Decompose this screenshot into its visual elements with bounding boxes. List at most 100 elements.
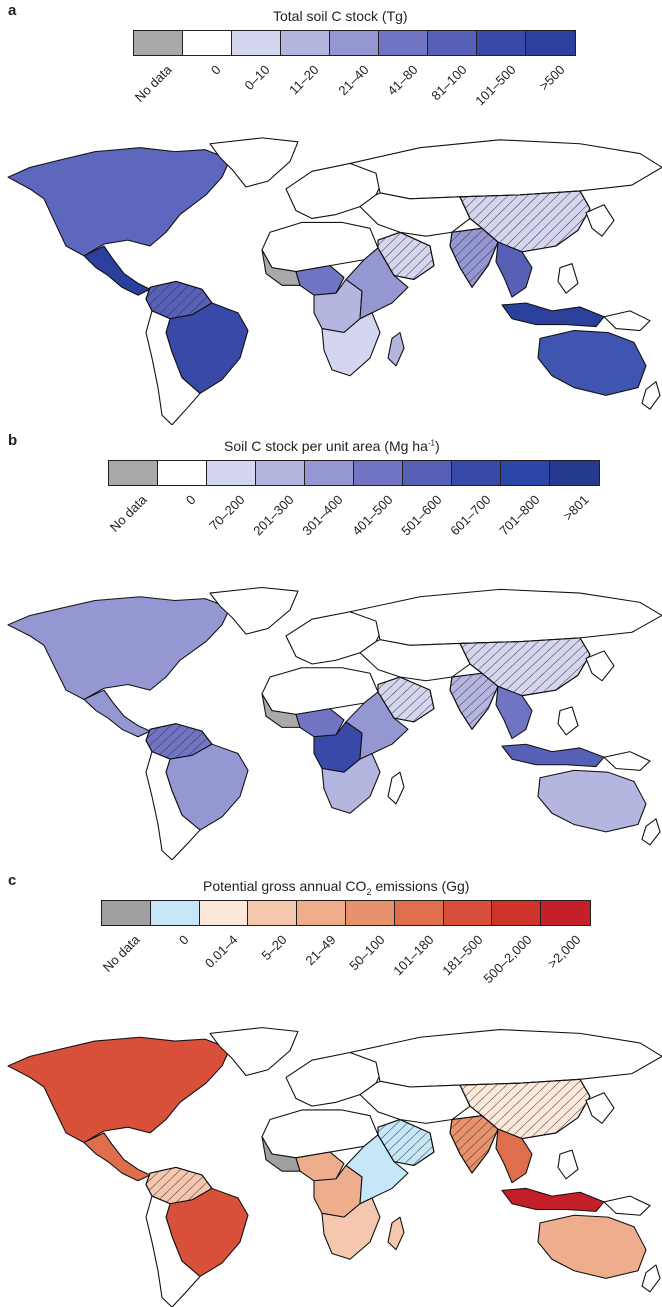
world-map bbox=[7, 586, 662, 860]
legend-swatch bbox=[183, 31, 232, 55]
legend-label: 601–700 bbox=[447, 492, 494, 539]
legend-bar bbox=[108, 460, 600, 486]
legend-swatch bbox=[248, 901, 298, 925]
hatch-china bbox=[459, 637, 591, 697]
region-greenland bbox=[209, 137, 299, 188]
legend-label: No data bbox=[131, 62, 175, 105]
region-nigeria-region bbox=[295, 708, 345, 738]
panel-letter: a bbox=[8, 2, 17, 19]
legend-swatch bbox=[150, 901, 200, 925]
region-new-guinea bbox=[603, 751, 651, 771]
region-central-america bbox=[83, 1132, 151, 1182]
region-madagascar bbox=[387, 771, 405, 805]
legend-swatch bbox=[477, 31, 526, 55]
region-indonesia bbox=[501, 743, 605, 768]
region-nigeria-region bbox=[295, 1151, 345, 1182]
map-title: Soil C stock per unit area (Mg ha-1) bbox=[224, 438, 440, 454]
panel-letter: c bbox=[8, 872, 17, 889]
region-new-zealand bbox=[641, 818, 661, 846]
hatch-china bbox=[459, 190, 591, 253]
legend-label: 0.01–4 bbox=[201, 932, 241, 971]
legend-swatch bbox=[207, 461, 256, 485]
legend-swatch bbox=[199, 901, 249, 925]
panel-letter: b bbox=[8, 432, 18, 449]
legend-swatch bbox=[379, 31, 428, 55]
region-north-america bbox=[7, 147, 231, 257]
legend-swatch bbox=[345, 901, 395, 925]
legend-label: 11–20 bbox=[286, 62, 322, 98]
legend-swatch bbox=[443, 901, 493, 925]
region-new-guinea bbox=[603, 310, 651, 332]
legend-label: 181–500 bbox=[438, 932, 486, 979]
legend-swatch bbox=[281, 31, 330, 55]
legend-swatch bbox=[550, 461, 599, 485]
region-central-america bbox=[83, 689, 151, 738]
hatch-arabia bbox=[377, 231, 435, 280]
legend-swatch bbox=[526, 31, 575, 55]
legend-labels: No data 0 0.01–4 5–20 21–49 50–100 101–180 181–… bbox=[99, 932, 591, 992]
world-map bbox=[7, 1027, 662, 1307]
hatch-arabia bbox=[377, 1119, 435, 1166]
panel-c: c Potential gross annual CO2 emissions (… bbox=[0, 870, 662, 1307]
region-philippines bbox=[557, 1149, 579, 1180]
hatch-china bbox=[459, 1078, 591, 1140]
legend-label: No data bbox=[99, 932, 143, 975]
legend-label: 21–40 bbox=[334, 62, 372, 99]
legend-label: 301–400 bbox=[299, 492, 346, 539]
legend-swatch bbox=[232, 31, 281, 55]
region-middle-asia bbox=[359, 192, 471, 237]
region-southeast-asia bbox=[495, 685, 533, 740]
map-title: Potential gross annual CO2 emissions (Gg… bbox=[203, 878, 470, 897]
region-australia bbox=[537, 329, 647, 396]
region-central-america bbox=[83, 245, 151, 296]
legend-labels: No data 0 0–10 11–20 21–40 41–80 81–100 101–500… bbox=[131, 62, 576, 122]
legend-label: 0 bbox=[182, 492, 199, 508]
region-new-guinea bbox=[603, 1195, 651, 1216]
region-southern-africa bbox=[321, 312, 381, 377]
region-philippines bbox=[557, 263, 579, 294]
region-southeast-asia bbox=[495, 1128, 533, 1184]
legend-bar bbox=[101, 900, 591, 926]
legend-swatch bbox=[305, 461, 354, 485]
region-australia bbox=[537, 1214, 647, 1279]
region-japan-korea bbox=[585, 650, 615, 682]
region-southern-south-america bbox=[145, 310, 201, 425]
legend-label: 501–600 bbox=[397, 492, 445, 539]
legend-label: 41–80 bbox=[384, 62, 421, 99]
region-japan-korea bbox=[585, 204, 615, 237]
region-southern-south-america bbox=[145, 1195, 201, 1307]
legend-label: 500–2,000 bbox=[480, 932, 535, 987]
region-nigeria-region bbox=[295, 265, 345, 296]
legend-label: 101–500 bbox=[472, 62, 519, 109]
region-russia bbox=[349, 139, 662, 200]
legend-swatch bbox=[102, 901, 151, 925]
region-japan-korea bbox=[585, 1092, 615, 1124]
world-map bbox=[7, 137, 662, 425]
region-russia bbox=[349, 1029, 662, 1088]
region-southern-south-america bbox=[145, 751, 201, 860]
region-north-america bbox=[7, 1036, 231, 1144]
region-southeast-asia bbox=[495, 241, 533, 298]
legend-label: 70–200 bbox=[206, 492, 248, 534]
hatch-india bbox=[449, 227, 499, 288]
region-greenland bbox=[209, 1027, 299, 1077]
region-north-america bbox=[7, 596, 231, 700]
legend-swatch bbox=[330, 31, 379, 55]
legend-swatch bbox=[256, 461, 305, 485]
panel-a: a Total soil C stock (Tg) No data 0 0–10 11… bbox=[0, 0, 662, 425]
region-southern-africa bbox=[321, 1197, 381, 1260]
region-greenland bbox=[209, 586, 299, 635]
legend-label: 0–10 bbox=[241, 62, 273, 94]
hatch-india bbox=[449, 1115, 499, 1174]
legend-label: 701–800 bbox=[496, 492, 543, 539]
legend-swatch bbox=[452, 461, 501, 485]
region-russia bbox=[349, 588, 662, 646]
legend-swatch bbox=[501, 461, 550, 485]
legend-label: 201–300 bbox=[250, 492, 297, 539]
legend-swatch bbox=[394, 901, 444, 925]
legend-label: >801 bbox=[560, 492, 592, 524]
legend-label: >2,000 bbox=[544, 932, 584, 971]
legend-label: 50–100 bbox=[345, 932, 388, 974]
legend-swatch bbox=[403, 461, 452, 485]
region-madagascar bbox=[387, 331, 405, 367]
